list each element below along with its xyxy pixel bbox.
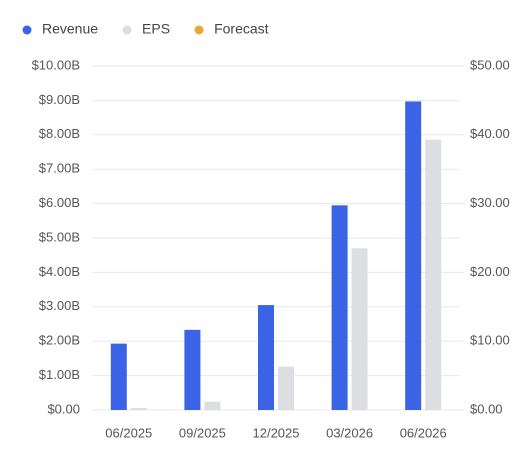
legend-label: EPS	[142, 21, 170, 37]
y-tick-label: $3.00B	[39, 298, 80, 313]
y-tick-label: $6.00B	[39, 195, 80, 210]
y-tick-label: $5.00B	[39, 229, 80, 244]
legend-marker	[122, 25, 132, 35]
y-tick-label: $2.00B	[39, 333, 80, 348]
y2-tick-label: $30.00	[470, 195, 510, 210]
bar	[110, 343, 127, 410]
x-tick-label: 09/2025	[179, 425, 226, 440]
bar	[351, 248, 368, 410]
x-tick-label: 06/2026	[400, 425, 447, 440]
bar	[184, 329, 201, 410]
bar	[278, 366, 294, 410]
y2-tick-label: $50.00	[470, 57, 510, 72]
y2-tick-label: $20.00	[470, 264, 510, 279]
bar	[405, 101, 422, 410]
y-tick-label: $10.00B	[32, 57, 80, 72]
y-tick-label: $7.00B	[39, 161, 80, 176]
y-tick-label: $8.00B	[39, 126, 80, 141]
y-tick-label: $1.00B	[39, 367, 80, 382]
bar	[204, 401, 221, 410]
legend-label: Revenue	[42, 21, 98, 37]
y-tick-label: $0.00	[47, 401, 80, 416]
legend: Revenue EPS Forecast	[22, 21, 269, 37]
legend-marker	[22, 25, 32, 35]
y2-tick-label: $40.00	[470, 126, 510, 141]
bar	[331, 205, 348, 410]
x-tick-label: 12/2025	[253, 425, 300, 440]
x-tick-label: 03/2026	[326, 425, 373, 440]
legend-marker	[194, 25, 204, 35]
y2-tick-label: $10.00	[470, 333, 510, 348]
legend-label: Forecast	[214, 21, 269, 37]
y-tick-label: $4.00B	[39, 264, 80, 279]
bar	[130, 407, 147, 410]
y-tick-label: $9.00B	[39, 92, 80, 107]
y2-tick-label: $0.00	[470, 401, 503, 416]
x-tick-label: 06/2025	[105, 425, 152, 440]
bar	[258, 305, 274, 410]
bar	[425, 139, 442, 410]
